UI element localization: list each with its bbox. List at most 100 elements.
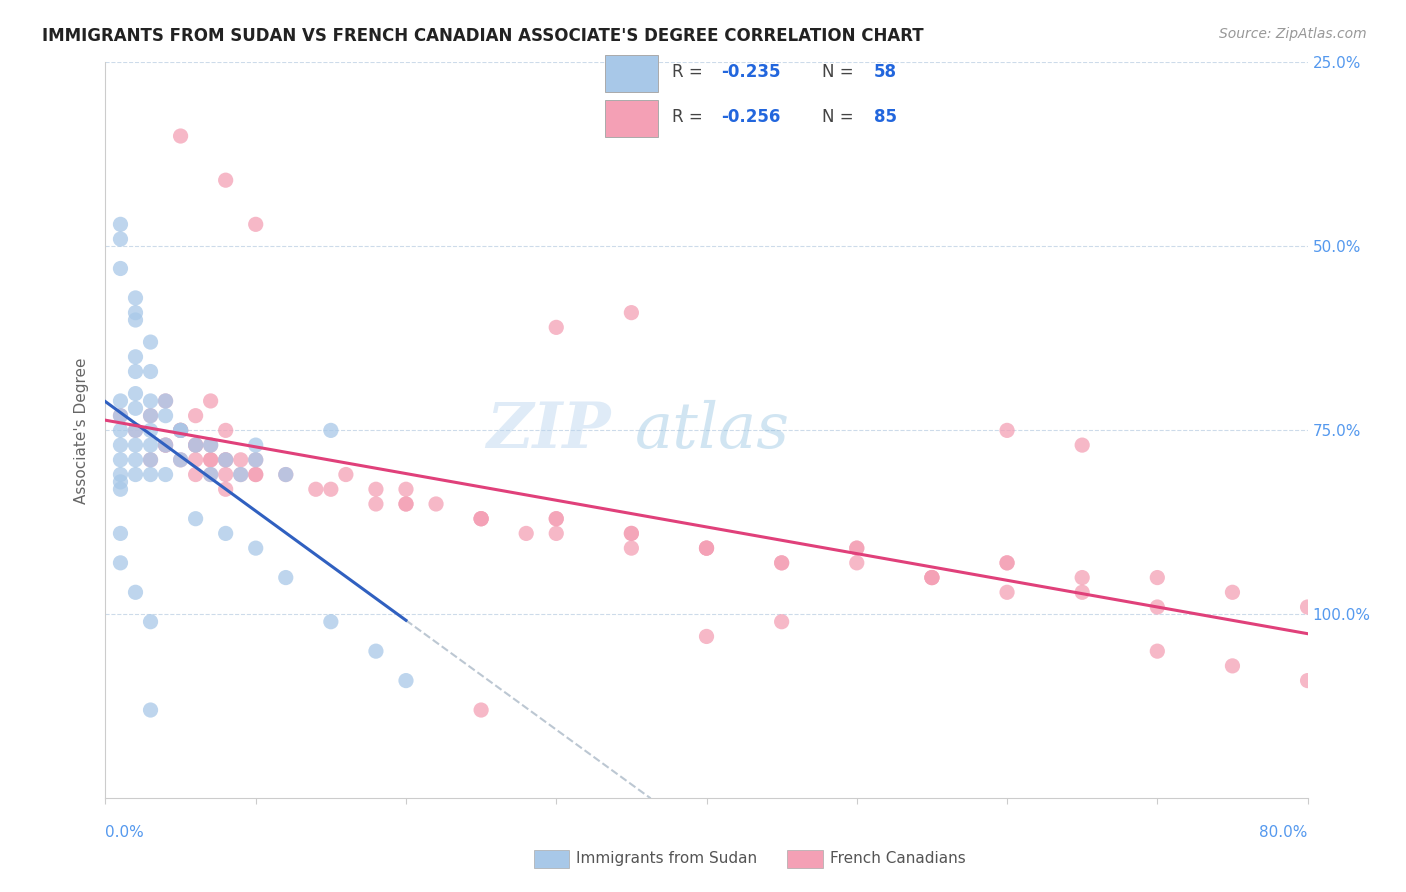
Point [155,467,177,482]
Point [319,615,342,629]
Point [124,401,146,416]
Point [245,453,267,467]
Text: IMMIGRANTS FROM SUDAN VS FRENCH CANADIAN ASSOCIATE'S DEGREE CORRELATION CHART: IMMIGRANTS FROM SUDAN VS FRENCH CANADIAN… [42,27,924,45]
Point [200,438,222,452]
Point [995,585,1018,599]
Point [364,483,387,497]
Text: R =: R = [672,63,709,81]
Point [169,424,191,438]
Point [124,453,146,467]
Point [546,526,568,541]
Point [139,365,162,379]
Text: ZIP: ZIP [486,400,610,461]
Point [620,526,643,541]
Point [124,313,146,327]
Point [139,453,162,467]
Point [995,424,1018,438]
Point [139,424,162,438]
Point [139,409,162,423]
Point [110,526,132,541]
Point [1146,644,1168,658]
Text: 58: 58 [873,63,897,81]
Point [110,475,132,489]
Point [274,467,297,482]
Point [395,497,418,511]
Point [139,393,162,408]
Point [770,615,793,629]
Point [305,483,328,497]
Point [696,541,718,555]
Point [155,409,177,423]
Point [169,424,191,438]
Point [139,615,162,629]
Point [1071,585,1094,599]
Point [245,541,267,555]
Text: Immigrants from Sudan: Immigrants from Sudan [576,852,758,866]
Point [139,467,162,482]
Point [245,218,267,232]
Point [200,467,222,482]
Point [335,467,357,482]
Point [845,556,868,570]
Point [214,453,236,467]
Point [395,497,418,511]
Point [169,453,191,467]
Point [470,511,492,525]
Point [995,556,1018,570]
Text: N =: N = [821,109,859,127]
Point [515,526,537,541]
Bar [606,100,658,137]
Point [110,218,132,232]
Point [124,386,146,401]
Point [1071,438,1094,452]
Point [620,526,643,541]
Point [155,438,177,452]
Point [169,424,191,438]
Point [155,438,177,452]
Point [124,305,146,319]
Point [274,467,297,482]
Point [110,438,132,452]
Point [124,424,146,438]
Point [214,453,236,467]
Point [139,409,162,423]
Text: 85: 85 [873,109,897,127]
Point [200,467,222,482]
Point [229,453,252,467]
Point [319,483,342,497]
Point [546,320,568,334]
Point [124,424,146,438]
Point [139,334,162,349]
Point [214,467,236,482]
Point [845,541,868,555]
Point [139,438,162,452]
Point [245,467,267,482]
Text: -0.235: -0.235 [721,63,780,81]
Point [214,483,236,497]
Point [139,703,162,717]
Point [1071,571,1094,585]
Point [470,511,492,525]
Point [124,291,146,305]
Point [184,453,207,467]
Point [124,350,146,364]
Point [364,644,387,658]
Point [200,453,222,467]
Point [184,438,207,452]
Point [184,409,207,423]
Point [110,261,132,276]
Point [319,424,342,438]
Point [110,453,132,467]
Point [921,571,943,585]
Point [110,556,132,570]
Point [169,453,191,467]
Point [770,556,793,570]
Point [214,173,236,187]
Point [620,541,643,555]
Point [214,424,236,438]
Text: 80.0%: 80.0% [1260,825,1308,839]
Text: R =: R = [672,109,709,127]
Point [395,673,418,688]
Point [229,467,252,482]
Point [696,541,718,555]
